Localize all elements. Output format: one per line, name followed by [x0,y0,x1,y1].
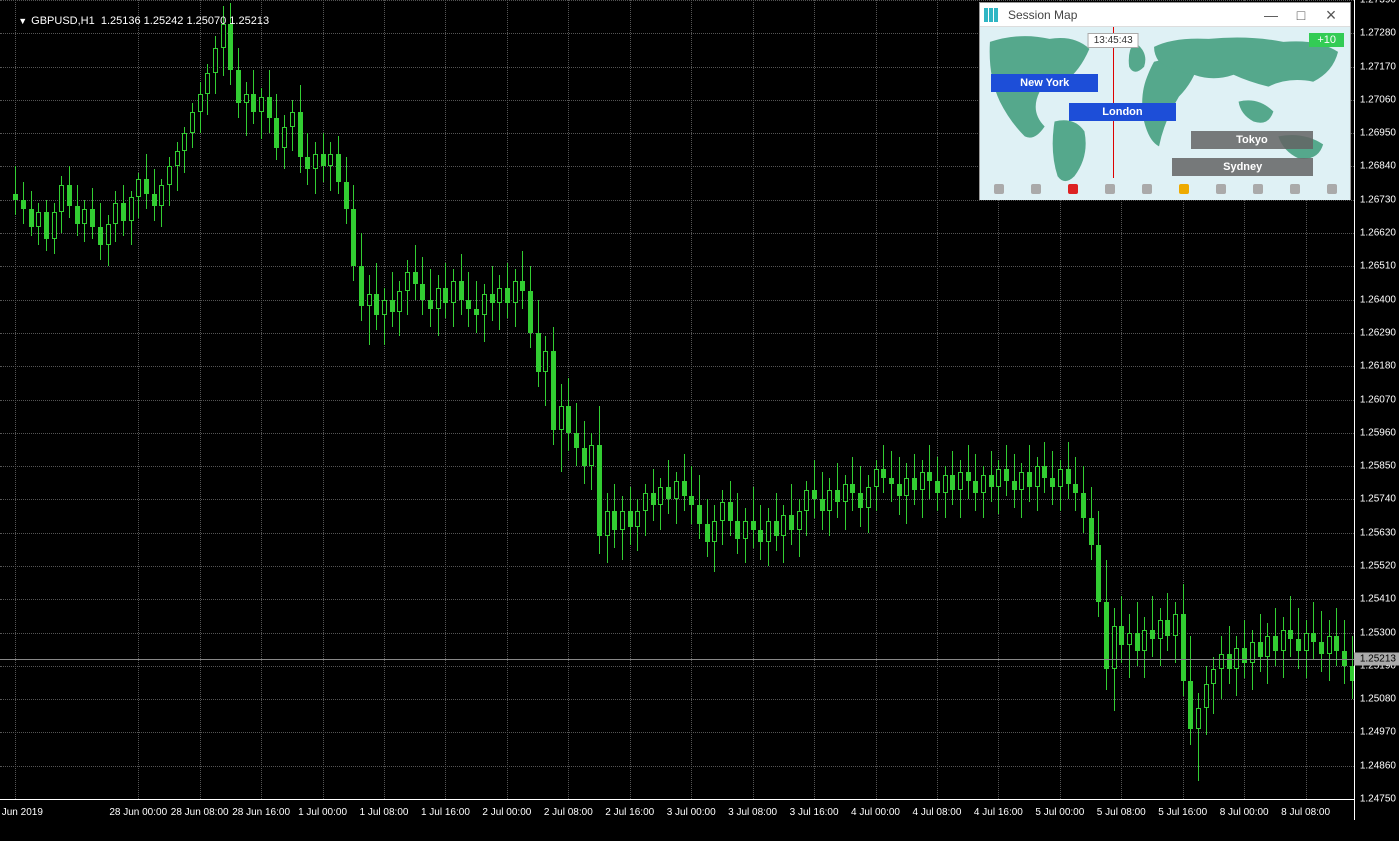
x-tick: 3 Jul 16:00 [790,807,839,818]
y-tick: 1.25630 [1360,527,1396,538]
pips-badge: +10 [1309,33,1344,47]
indicator-row [980,180,1350,198]
y-tick: 1.27390 [1360,0,1396,6]
indicator-dot[interactable] [1253,184,1263,194]
x-tick: 1 Jul 16:00 [421,807,470,818]
minimize-button[interactable]: — [1256,7,1286,23]
y-tick: 1.25740 [1360,494,1396,505]
indicator-dot[interactable] [1179,184,1189,194]
time-label: 13:45:43 [1088,33,1139,48]
x-tick: 5 Jul 16:00 [1158,807,1207,818]
y-tick: 1.24970 [1360,727,1396,738]
x-tick: 4 Jul 00:00 [851,807,900,818]
dropdown-icon[interactable]: ▼ [18,16,27,26]
x-tick: 4 Jul 08:00 [912,807,961,818]
logo-icon [984,8,1002,22]
panel-title: Session Map [1008,8,1077,22]
x-tick: 2 Jul 08:00 [544,807,593,818]
x-tick: 8 Jul 08:00 [1281,807,1330,818]
x-tick: 2 Jul 16:00 [605,807,654,818]
indicator-dot[interactable] [1290,184,1300,194]
current-price-line [0,659,1354,660]
x-tick: 28 Jun 16:00 [232,807,290,818]
y-tick: 1.25960 [1360,427,1396,438]
indicator-dot[interactable] [1216,184,1226,194]
y-tick: 1.27280 [1360,28,1396,39]
indicator-dot[interactable] [1327,184,1337,194]
x-tick: 5 Jul 00:00 [1035,807,1084,818]
x-tick: 4 Jul 16:00 [974,807,1023,818]
indicator-dot[interactable] [994,184,1004,194]
y-tick: 1.26840 [1360,161,1396,172]
x-axis: 27 Jun 2019 28 Jun 00:00 28 Jun 08:0028 Ju… [0,799,1354,820]
y-tick: 1.26950 [1360,128,1396,139]
y-axis: 1.247501.248601.249701.250801.251901.253… [1354,0,1399,820]
panel-body: 13:45:43 +10 New York London Tokyo Sydney [980,27,1350,200]
indicator-dot[interactable] [1031,184,1041,194]
x-tick: 28 Jun 00:00 [109,807,167,818]
session-london[interactable]: London [1069,103,1176,121]
y-tick: 1.26290 [1360,327,1396,338]
indicator-dot[interactable] [1105,184,1115,194]
x-tick: 3 Jul 08:00 [728,807,777,818]
maximize-button[interactable]: □ [1286,7,1316,23]
y-tick: 1.25520 [1360,560,1396,571]
symbol-label: GBPUSD,H1 1.25136 1.25242 1.25070 1.2521… [31,15,269,27]
x-tick: 1 Jul 00:00 [298,807,347,818]
y-tick: 1.27170 [1360,61,1396,72]
x-tick: 28 Jun 08:00 [171,807,229,818]
close-button[interactable]: × [1316,8,1346,22]
x-tick: 2 Jul 00:00 [482,807,531,818]
current-price-tag: 1.25213 [1354,652,1399,665]
y-tick: 1.25300 [1360,627,1396,638]
x-tick: 5 Jul 08:00 [1097,807,1146,818]
y-tick: 1.24860 [1360,760,1396,771]
y-tick: 1.26070 [1360,394,1396,405]
y-tick: 1.24750 [1360,794,1396,805]
chart-title: ▼ GBPUSD,H1 1.25136 1.25242 1.25070 1.252… [6,3,269,39]
indicator-dot[interactable] [1068,184,1078,194]
y-tick: 1.27060 [1360,94,1396,105]
session-tokyo[interactable]: Tokyo [1191,131,1313,149]
y-tick: 1.26510 [1360,261,1396,272]
x-tick: 1 Jul 08:00 [360,807,409,818]
y-tick: 1.26730 [1360,194,1396,205]
y-tick: 1.25080 [1360,694,1396,705]
y-tick: 1.25410 [1360,594,1396,605]
session-map-panel[interactable]: Session Map — □ × 13:45:43 +10 New York L… [979,2,1351,200]
x-tick: 27 Jun 2019 [0,807,43,818]
y-tick: 1.26180 [1360,361,1396,372]
y-tick: 1.26620 [1360,228,1396,239]
y-tick: 1.26400 [1360,294,1396,305]
panel-titlebar[interactable]: Session Map — □ × [980,3,1350,27]
x-tick: 3 Jul 00:00 [667,807,716,818]
session-new-york[interactable]: New York [991,74,1098,92]
indicator-dot[interactable] [1142,184,1152,194]
x-tick: 8 Jul 00:00 [1220,807,1269,818]
session-sydney[interactable]: Sydney [1172,158,1313,176]
y-tick: 1.25850 [1360,461,1396,472]
